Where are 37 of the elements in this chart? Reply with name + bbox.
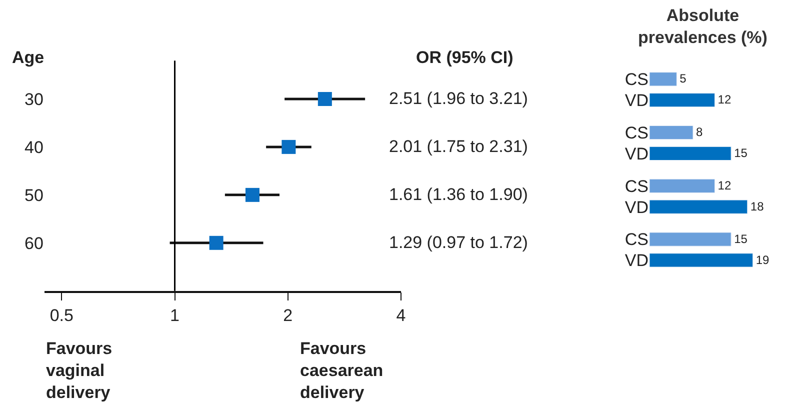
y-tick-label: 30 — [24, 90, 44, 109]
annotation: 1.29 (0.97 to 1.72) — [389, 233, 528, 252]
data-label: 5 — [680, 72, 687, 86]
point — [282, 140, 296, 154]
x-tick-label: 1 — [170, 306, 180, 326]
x-tick-label: 2 — [283, 306, 293, 326]
x-tick-label: 4 — [396, 306, 406, 326]
annotation: 1.61 (1.36 to 1.90) — [389, 185, 528, 204]
y-tick-label: CS — [624, 123, 648, 142]
x-tick-label: 0.5 — [50, 306, 74, 326]
data-label: 19 — [756, 252, 770, 267]
data-label: 8 — [696, 125, 703, 140]
annotation: 2.51 (1.96 to 3.21) — [389, 89, 528, 108]
text: OR (95% CI) — [416, 48, 514, 67]
y-tick-label: CS — [624, 70, 648, 90]
y-tick-label: CS — [624, 176, 648, 196]
annotation: 2.01 (1.75 to 2.31) — [389, 137, 528, 156]
chart-title: Absolute prevalences (%) — [638, 6, 768, 48]
point — [209, 236, 224, 250]
point — [318, 92, 332, 106]
text: Favours vaginal delivery — [46, 339, 112, 402]
y-tick-label: VD — [624, 144, 648, 164]
data-label: 12 — [718, 92, 732, 107]
data-label: 12 — [718, 178, 732, 193]
y-tick-label: CS — [624, 230, 648, 250]
data-label: 15 — [734, 232, 748, 246]
data-label: 18 — [750, 199, 764, 214]
y-tick-label: 40 — [24, 138, 44, 157]
y-tick-label: VD — [624, 251, 648, 270]
y-tick-label: 50 — [24, 186, 44, 205]
text: Favours caesarean delivery — [300, 339, 384, 402]
y-tick-label: VD — [624, 198, 648, 217]
data-label: 15 — [734, 146, 748, 160]
y-tick-label: 60 — [24, 234, 44, 253]
y-axis-title: Age — [12, 48, 44, 67]
y-tick-label: VD — [624, 91, 648, 110]
point — [245, 188, 260, 202]
